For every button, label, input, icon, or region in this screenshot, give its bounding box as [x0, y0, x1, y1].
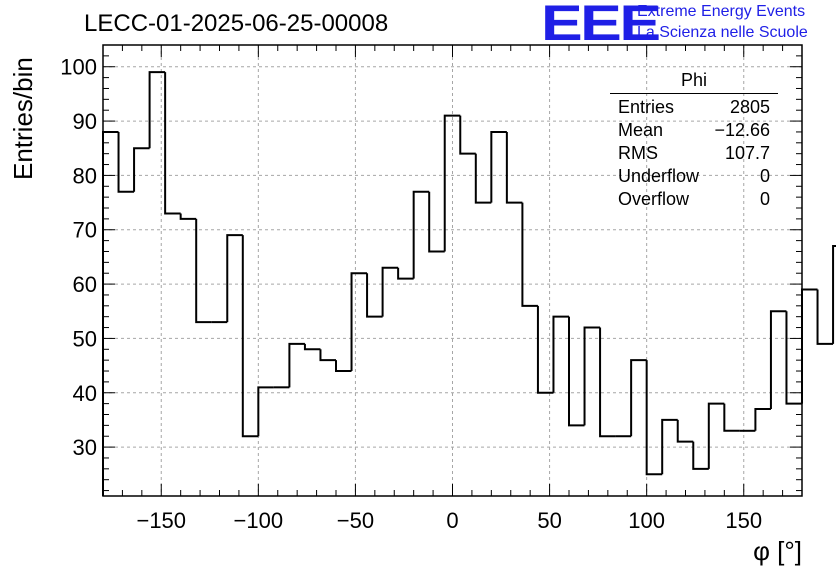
stats-label: Overflow [618, 189, 690, 209]
histogram-bin [195, 218, 212, 324]
histogram-bin [816, 289, 834, 345]
histogram-bin [723, 403, 740, 432]
stats-value: 2805 [729, 97, 770, 117]
histogram-bin [568, 316, 585, 427]
histogram-bin [490, 130, 507, 203]
histogram-bin [381, 266, 399, 317]
histogram-bin [459, 115, 476, 155]
histogram-bin [692, 441, 709, 470]
histogram-bin [832, 245, 836, 344]
x-axis-label: φ [°] [753, 536, 802, 566]
histogram-bin [630, 359, 647, 437]
histogram-bin [319, 349, 336, 362]
histogram-bin [164, 72, 181, 215]
histogram-bin [412, 190, 430, 279]
histogram-bin [536, 305, 554, 394]
stats-label: RMS [618, 143, 658, 163]
y-tick-label: 80 [73, 163, 97, 188]
eee-logo: EEE [541, 0, 661, 51]
histogram-bin [117, 131, 135, 193]
x-tick-label: −100 [234, 508, 284, 533]
histogram-bin [443, 114, 461, 252]
stats-box: Phi Entries 2805 Mean −12.66 RMS 107.7 U… [610, 70, 778, 211]
histogram-bin [801, 288, 818, 404]
x-tick-label: −50 [337, 508, 374, 533]
histogram-bin [599, 327, 616, 438]
histogram-bin [707, 402, 725, 469]
histogram-bin [505, 131, 523, 204]
histogram-bin [241, 235, 259, 438]
histogram-bin [769, 310, 787, 410]
x-tick-label: 50 [537, 508, 561, 533]
histogram-bin [303, 343, 321, 351]
histogram-bin [350, 272, 368, 372]
histogram-bin [676, 419, 694, 443]
histogram-bin [552, 315, 569, 393]
stats-row-rms: RMS 107.7 [610, 142, 778, 165]
histogram-bin [754, 408, 771, 431]
histogram-bin [226, 234, 243, 323]
stats-label: Entries [618, 97, 675, 117]
stats-label: Mean [618, 120, 664, 140]
y-axis-label: Entries/bin [8, 57, 38, 180]
stats-title: Phi [610, 70, 778, 94]
histogram-bin [397, 267, 414, 280]
stats-value: 0 [759, 189, 770, 209]
stats-row-entries: Entries 2805 [610, 96, 778, 119]
x-tick-label: 0 [446, 508, 458, 533]
histogram-bin [521, 202, 538, 307]
y-tick-label: 100 [60, 55, 97, 80]
org-name: Extreme Energy Events [637, 3, 806, 20]
stats-label: Underflow [618, 166, 700, 186]
y-tick-label: 60 [73, 272, 97, 297]
y-tick-label: 30 [73, 435, 97, 460]
histogram-bin [179, 213, 197, 220]
histogram-bin [583, 326, 601, 426]
histogram-bin [785, 311, 802, 405]
histogram-bin [645, 360, 663, 476]
histogram-bin [257, 386, 274, 437]
x-tick-label: −150 [136, 508, 186, 533]
histogram-bin [133, 147, 150, 192]
y-tick-label: 40 [73, 381, 97, 406]
org-subtitle: La Scienza nelle Scuole [637, 24, 808, 41]
histogram-bin [661, 418, 678, 475]
stats-row-underflow: Underflow 0 [610, 165, 778, 188]
plot-frame [102, 44, 803, 497]
stats-value: 0 [759, 166, 770, 186]
histogram-bin [428, 191, 445, 253]
x-tick-label: 150 [725, 508, 762, 533]
histogram-bin [474, 153, 492, 204]
y-tick-label: 70 [73, 218, 97, 243]
stats-value: −12.66 [714, 120, 770, 140]
stats-row-overflow: Overflow 0 [610, 188, 778, 211]
chart-title: LECC-01-2025-06-25-00008 [84, 10, 389, 37]
histogram-bin [366, 273, 383, 318]
y-tick-label: 50 [73, 326, 97, 351]
stats-row-mean: Mean −12.66 [610, 119, 778, 142]
y-tick-label: 90 [73, 109, 97, 134]
histogram-bin [335, 360, 352, 373]
x-tick-label: 100 [628, 508, 665, 533]
stats-value: 107.7 [724, 143, 770, 163]
histogram-bin [288, 342, 305, 388]
histogram-bin [148, 71, 166, 149]
